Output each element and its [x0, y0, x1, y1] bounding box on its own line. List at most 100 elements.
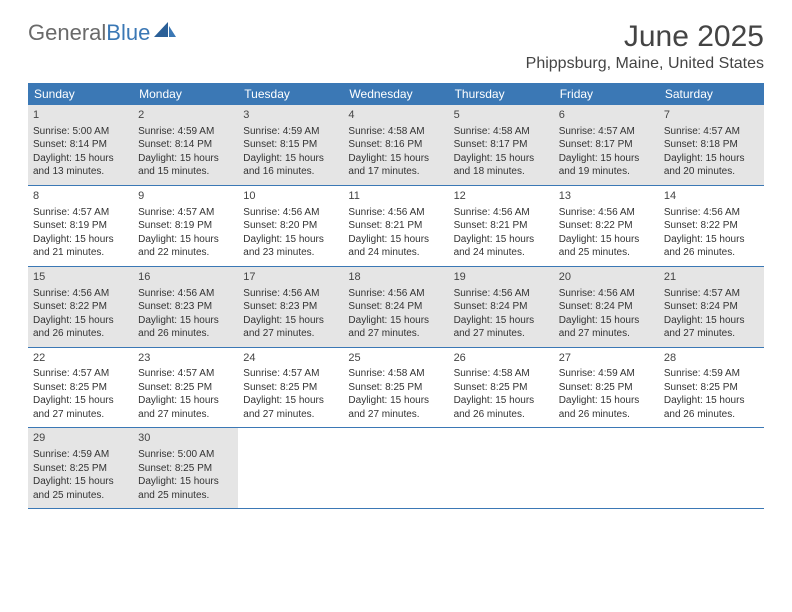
- day-number: 20: [559, 270, 654, 285]
- week-row: 8Sunrise: 4:57 AMSunset: 8:19 PMDaylight…: [28, 186, 764, 267]
- calendar-page: GeneralBlue June 2025 Phippsburg, Maine,…: [0, 0, 792, 529]
- day-cell: [238, 428, 343, 508]
- sunset-text: Sunset: 8:24 PM: [559, 300, 654, 314]
- daylight1-text: Daylight: 15 hours: [33, 233, 128, 247]
- sunset-text: Sunset: 8:20 PM: [243, 219, 338, 233]
- daylight1-text: Daylight: 15 hours: [138, 152, 233, 166]
- sunrise-text: Sunrise: 5:00 AM: [33, 125, 128, 139]
- sunset-text: Sunset: 8:14 PM: [138, 138, 233, 152]
- daylight1-text: Daylight: 15 hours: [33, 152, 128, 166]
- daylight2-text: and 23 minutes.: [243, 246, 338, 260]
- day-cell: 21Sunrise: 4:57 AMSunset: 8:24 PMDayligh…: [659, 267, 764, 347]
- day-number: 21: [664, 270, 759, 285]
- daylight2-text: and 26 minutes.: [664, 246, 759, 260]
- daylight1-text: Daylight: 15 hours: [138, 394, 233, 408]
- sunrise-text: Sunrise: 4:58 AM: [348, 125, 443, 139]
- sunrise-text: Sunrise: 4:57 AM: [33, 367, 128, 381]
- logo-text-general: General: [28, 20, 106, 46]
- sunrise-text: Sunrise: 4:56 AM: [559, 206, 654, 220]
- sunrise-text: Sunrise: 4:56 AM: [33, 287, 128, 301]
- sail-icon: [154, 20, 176, 46]
- calendar-grid: Sunday Monday Tuesday Wednesday Thursday…: [28, 83, 764, 509]
- daylight2-text: and 25 minutes.: [138, 489, 233, 503]
- title-block: June 2025 Phippsburg, Maine, United Stat…: [526, 20, 764, 73]
- sunset-text: Sunset: 8:23 PM: [138, 300, 233, 314]
- sunset-text: Sunset: 8:19 PM: [138, 219, 233, 233]
- daylight1-text: Daylight: 15 hours: [664, 314, 759, 328]
- sunrise-text: Sunrise: 4:57 AM: [138, 367, 233, 381]
- daylight2-text: and 24 minutes.: [348, 246, 443, 260]
- daylight1-text: Daylight: 15 hours: [138, 314, 233, 328]
- week-row: 1Sunrise: 5:00 AMSunset: 8:14 PMDaylight…: [28, 105, 764, 186]
- day-cell: 8Sunrise: 4:57 AMSunset: 8:19 PMDaylight…: [28, 186, 133, 266]
- daylight2-text: and 20 minutes.: [664, 165, 759, 179]
- sunset-text: Sunset: 8:17 PM: [454, 138, 549, 152]
- sunset-text: Sunset: 8:17 PM: [559, 138, 654, 152]
- sunset-text: Sunset: 8:25 PM: [33, 462, 128, 476]
- sunrise-text: Sunrise: 4:59 AM: [138, 125, 233, 139]
- sunrise-text: Sunrise: 4:57 AM: [664, 125, 759, 139]
- daylight2-text: and 27 minutes.: [33, 408, 128, 422]
- day-cell: 29Sunrise: 4:59 AMSunset: 8:25 PMDayligh…: [28, 428, 133, 508]
- daylight1-text: Daylight: 15 hours: [454, 394, 549, 408]
- weekday-header: Sunday: [28, 83, 133, 105]
- daylight2-text: and 27 minutes.: [243, 327, 338, 341]
- daylight2-text: and 27 minutes.: [454, 327, 549, 341]
- day-number: 11: [348, 189, 443, 204]
- day-cell: 18Sunrise: 4:56 AMSunset: 8:24 PMDayligh…: [343, 267, 448, 347]
- day-cell: [449, 428, 554, 508]
- sunrise-text: Sunrise: 4:59 AM: [243, 125, 338, 139]
- day-number: 15: [33, 270, 128, 285]
- sunset-text: Sunset: 8:22 PM: [33, 300, 128, 314]
- daylight1-text: Daylight: 15 hours: [454, 233, 549, 247]
- daylight2-text: and 27 minutes.: [348, 408, 443, 422]
- daylight1-text: Daylight: 15 hours: [559, 314, 654, 328]
- day-number: 23: [138, 351, 233, 366]
- sunset-text: Sunset: 8:25 PM: [33, 381, 128, 395]
- sunrise-text: Sunrise: 4:57 AM: [664, 287, 759, 301]
- sunset-text: Sunset: 8:15 PM: [243, 138, 338, 152]
- daylight1-text: Daylight: 15 hours: [33, 314, 128, 328]
- sunset-text: Sunset: 8:25 PM: [138, 462, 233, 476]
- daylight1-text: Daylight: 15 hours: [243, 314, 338, 328]
- logo-text-blue: Blue: [106, 20, 150, 46]
- daylight1-text: Daylight: 15 hours: [243, 394, 338, 408]
- sunrise-text: Sunrise: 4:56 AM: [559, 287, 654, 301]
- day-number: 27: [559, 351, 654, 366]
- daylight1-text: Daylight: 15 hours: [243, 152, 338, 166]
- sunrise-text: Sunrise: 4:58 AM: [454, 367, 549, 381]
- location-text: Phippsburg, Maine, United States: [526, 55, 764, 73]
- sunset-text: Sunset: 8:19 PM: [33, 219, 128, 233]
- daylight1-text: Daylight: 15 hours: [33, 475, 128, 489]
- day-number: 7: [664, 108, 759, 123]
- daylight2-text: and 22 minutes.: [138, 246, 233, 260]
- day-number: 5: [454, 108, 549, 123]
- daylight1-text: Daylight: 15 hours: [348, 394, 443, 408]
- sunset-text: Sunset: 8:21 PM: [454, 219, 549, 233]
- daylight1-text: Daylight: 15 hours: [348, 314, 443, 328]
- day-cell: 28Sunrise: 4:59 AMSunset: 8:25 PMDayligh…: [659, 348, 764, 428]
- daylight2-text: and 13 minutes.: [33, 165, 128, 179]
- day-number: 10: [243, 189, 338, 204]
- day-cell: 27Sunrise: 4:59 AMSunset: 8:25 PMDayligh…: [554, 348, 659, 428]
- daylight1-text: Daylight: 15 hours: [348, 233, 443, 247]
- daylight1-text: Daylight: 15 hours: [454, 152, 549, 166]
- sunset-text: Sunset: 8:25 PM: [348, 381, 443, 395]
- day-number: 14: [664, 189, 759, 204]
- daylight2-text: and 16 minutes.: [243, 165, 338, 179]
- daylight2-text: and 27 minutes.: [559, 327, 654, 341]
- day-cell: [343, 428, 448, 508]
- daylight1-text: Daylight: 15 hours: [664, 152, 759, 166]
- sunrise-text: Sunrise: 4:57 AM: [138, 206, 233, 220]
- day-cell: 24Sunrise: 4:57 AMSunset: 8:25 PMDayligh…: [238, 348, 343, 428]
- day-cell: 1Sunrise: 5:00 AMSunset: 8:14 PMDaylight…: [28, 105, 133, 185]
- day-number: 6: [559, 108, 654, 123]
- daylight1-text: Daylight: 15 hours: [664, 394, 759, 408]
- day-number: 13: [559, 189, 654, 204]
- sunset-text: Sunset: 8:25 PM: [243, 381, 338, 395]
- sunrise-text: Sunrise: 4:56 AM: [664, 206, 759, 220]
- weekday-header: Wednesday: [343, 83, 448, 105]
- day-number: 25: [348, 351, 443, 366]
- sunrise-text: Sunrise: 4:56 AM: [243, 206, 338, 220]
- day-cell: 11Sunrise: 4:56 AMSunset: 8:21 PMDayligh…: [343, 186, 448, 266]
